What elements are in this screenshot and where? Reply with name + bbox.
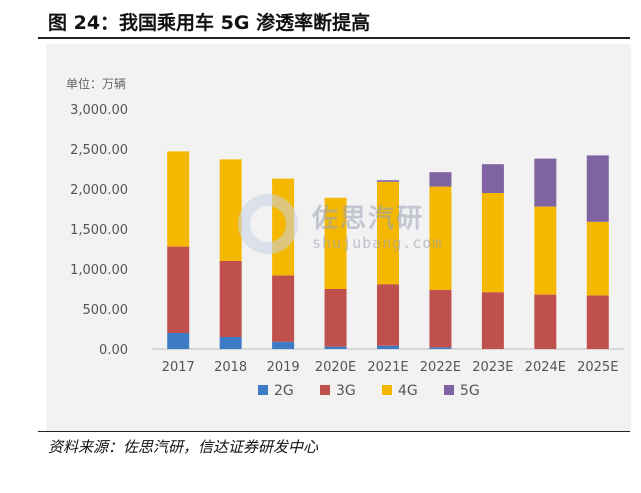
bar-segment-3G-2024E bbox=[534, 294, 557, 349]
y-tick-label: 1,000.00 bbox=[70, 263, 128, 278]
y-tick-label: 500.00 bbox=[83, 303, 129, 318]
legend-label-3G: 3G bbox=[336, 383, 356, 399]
legend-swatch-5G bbox=[444, 385, 454, 395]
legend-swatch-3G bbox=[320, 385, 330, 395]
bar-segment-4G-2022E bbox=[429, 186, 452, 290]
bar-segment-4G-2018 bbox=[219, 159, 242, 261]
y-tick-label: 2,500.00 bbox=[70, 143, 128, 158]
bar-segment-4G-2021E bbox=[377, 181, 399, 285]
bar-segment-2G-2018 bbox=[219, 337, 242, 349]
y-tick-label: 3,000.00 bbox=[70, 103, 128, 118]
bar-segment-4G-2024E bbox=[534, 206, 557, 295]
bar-segment-5G-2025E bbox=[586, 155, 609, 222]
stacked-bar-chart: 单位：万辆 0.00 500.00 1,000.00 1,500.00 2,000.00 2… bbox=[66, 76, 624, 399]
x-tick-label: 2022E bbox=[420, 360, 461, 375]
x-tick-label: 2025E bbox=[577, 360, 618, 375]
unit-label: 单位：万辆 bbox=[66, 76, 126, 91]
bar-segment-4G-2017 bbox=[167, 151, 190, 247]
x-tick-label: 2018 bbox=[214, 360, 247, 375]
bar-segment-5G-2023E bbox=[481, 164, 504, 193]
bar-segment-2G-2022E bbox=[429, 347, 452, 349]
watermark-brand: 佐思汽研 bbox=[312, 204, 425, 234]
bar-segment-3G-2019 bbox=[272, 275, 295, 342]
bar-segment-2G-2017 bbox=[167, 333, 190, 349]
bar-segment-5G-2024E bbox=[534, 158, 557, 207]
bar-segment-3G-2017 bbox=[167, 246, 190, 333]
y-tick-label: 2,000.00 bbox=[70, 183, 128, 198]
bar-segment-3G-2025E bbox=[586, 295, 609, 349]
figure-title: 图 24：我国乘用车 5G 渗透率断提高 bbox=[48, 12, 371, 34]
bar-segment-4G-2025E bbox=[586, 221, 609, 296]
legend-swatch-4G bbox=[382, 385, 392, 395]
source-rule bbox=[38, 431, 630, 432]
x-tick-label: 2017 bbox=[162, 360, 195, 375]
legend-label-5G: 5G bbox=[460, 383, 480, 399]
legend-label-2G: 2G bbox=[274, 383, 294, 399]
x-tick-label: 2021E bbox=[367, 360, 408, 375]
bar-segment-5G-2022E bbox=[429, 172, 452, 187]
title-rule bbox=[38, 37, 630, 39]
bar-segment-3G-2022E bbox=[429, 289, 452, 348]
x-tick-label: 2024E bbox=[525, 360, 566, 375]
bar-segment-3G-2021E bbox=[377, 284, 399, 346]
legend-swatch-2G bbox=[258, 385, 268, 395]
x-tick-label: 2020E bbox=[315, 360, 356, 375]
y-tick-label: 1,500.00 bbox=[70, 223, 128, 238]
bar-segment-3G-2023E bbox=[481, 292, 504, 349]
watermark-site: shujubang.com bbox=[312, 234, 443, 252]
y-tick-label: 0.00 bbox=[99, 343, 128, 358]
bar-segment-3G-2020E bbox=[324, 289, 347, 347]
watermark-logo-icon bbox=[238, 194, 298, 254]
bar-segment-2G-2020E bbox=[324, 346, 347, 349]
legend-label-4G: 4G bbox=[398, 383, 418, 399]
bar-segment-4G-2020E bbox=[324, 197, 347, 289]
x-tick-label: 2023E bbox=[472, 360, 513, 375]
bar-segment-4G-2023E bbox=[481, 193, 504, 293]
x-tick-label: 2019 bbox=[267, 360, 300, 375]
bar-segment-2G-2021E bbox=[377, 345, 399, 349]
bar-segment-2G-2019 bbox=[272, 341, 295, 349]
source-note: 资料来源：佐思汽研，信达证券研发中心 bbox=[48, 438, 319, 456]
bar-segment-3G-2018 bbox=[219, 261, 242, 337]
bar-segment-5G-2021E bbox=[377, 180, 399, 182]
